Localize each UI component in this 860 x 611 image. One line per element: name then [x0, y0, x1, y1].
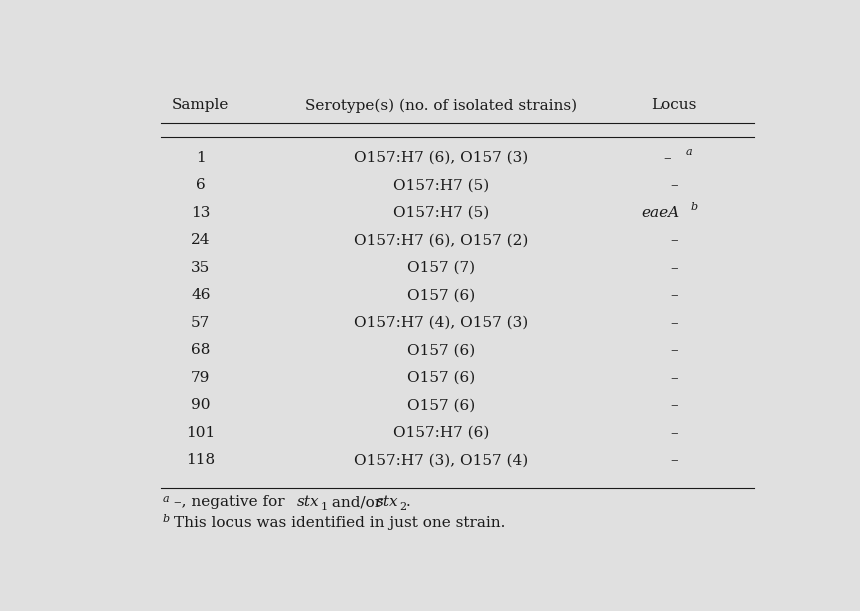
Text: –: –	[670, 371, 678, 385]
Text: Serotype(s) (no. of isolated strains): Serotype(s) (no. of isolated strains)	[304, 98, 577, 112]
Text: –: –	[670, 343, 678, 357]
Text: –: –	[670, 398, 678, 412]
Text: O157:H7 (3), O157 (4): O157:H7 (3), O157 (4)	[353, 453, 528, 467]
Text: Sample: Sample	[172, 98, 230, 112]
Text: 24: 24	[191, 233, 211, 247]
Text: –: –	[670, 453, 678, 467]
Text: O157:H7 (5): O157:H7 (5)	[393, 178, 488, 192]
Text: 35: 35	[191, 261, 211, 275]
Text: a: a	[685, 147, 692, 156]
Text: and/or: and/or	[328, 496, 388, 510]
Text: 101: 101	[186, 426, 216, 440]
Text: O157 (6): O157 (6)	[407, 398, 475, 412]
Text: 6: 6	[196, 178, 206, 192]
Text: –: –	[670, 426, 678, 440]
Text: Locus: Locus	[651, 98, 697, 112]
Text: –: –	[670, 233, 678, 247]
Text: stx: stx	[297, 496, 319, 510]
Text: 118: 118	[187, 453, 215, 467]
Text: –: –	[670, 288, 678, 302]
Text: b: b	[691, 202, 697, 211]
Text: –: –	[670, 178, 678, 192]
Text: 90: 90	[191, 398, 211, 412]
Text: –: –	[670, 261, 678, 275]
Text: O157:H7 (5): O157:H7 (5)	[393, 206, 488, 220]
Text: O157 (7): O157 (7)	[407, 261, 475, 275]
Text: O157:H7 (6), O157 (3): O157:H7 (6), O157 (3)	[353, 151, 528, 164]
Text: 13: 13	[191, 206, 211, 220]
Text: O157 (6): O157 (6)	[407, 371, 475, 385]
Text: 46: 46	[191, 288, 211, 302]
Text: eaeA: eaeA	[642, 206, 679, 220]
Text: a: a	[163, 494, 169, 503]
Text: –: –	[664, 151, 671, 164]
Text: O157:H7 (6): O157:H7 (6)	[392, 426, 489, 440]
Text: 68: 68	[191, 343, 211, 357]
Text: –: –	[670, 316, 678, 330]
Text: .: .	[405, 496, 410, 510]
Text: O157 (6): O157 (6)	[407, 343, 475, 357]
Text: This locus was identified in just one strain.: This locus was identified in just one st…	[174, 516, 506, 530]
Text: –, negative for: –, negative for	[174, 496, 290, 510]
Text: 1: 1	[321, 502, 328, 511]
Text: stx: stx	[376, 496, 398, 510]
Text: 57: 57	[191, 316, 211, 330]
Text: O157 (6): O157 (6)	[407, 288, 475, 302]
Text: 1: 1	[196, 151, 206, 164]
Text: b: b	[163, 514, 170, 524]
Text: O157:H7 (4), O157 (3): O157:H7 (4), O157 (3)	[353, 316, 528, 330]
Text: 2: 2	[399, 502, 407, 511]
Text: 79: 79	[191, 371, 211, 385]
Text: O157:H7 (6), O157 (2): O157:H7 (6), O157 (2)	[353, 233, 528, 247]
